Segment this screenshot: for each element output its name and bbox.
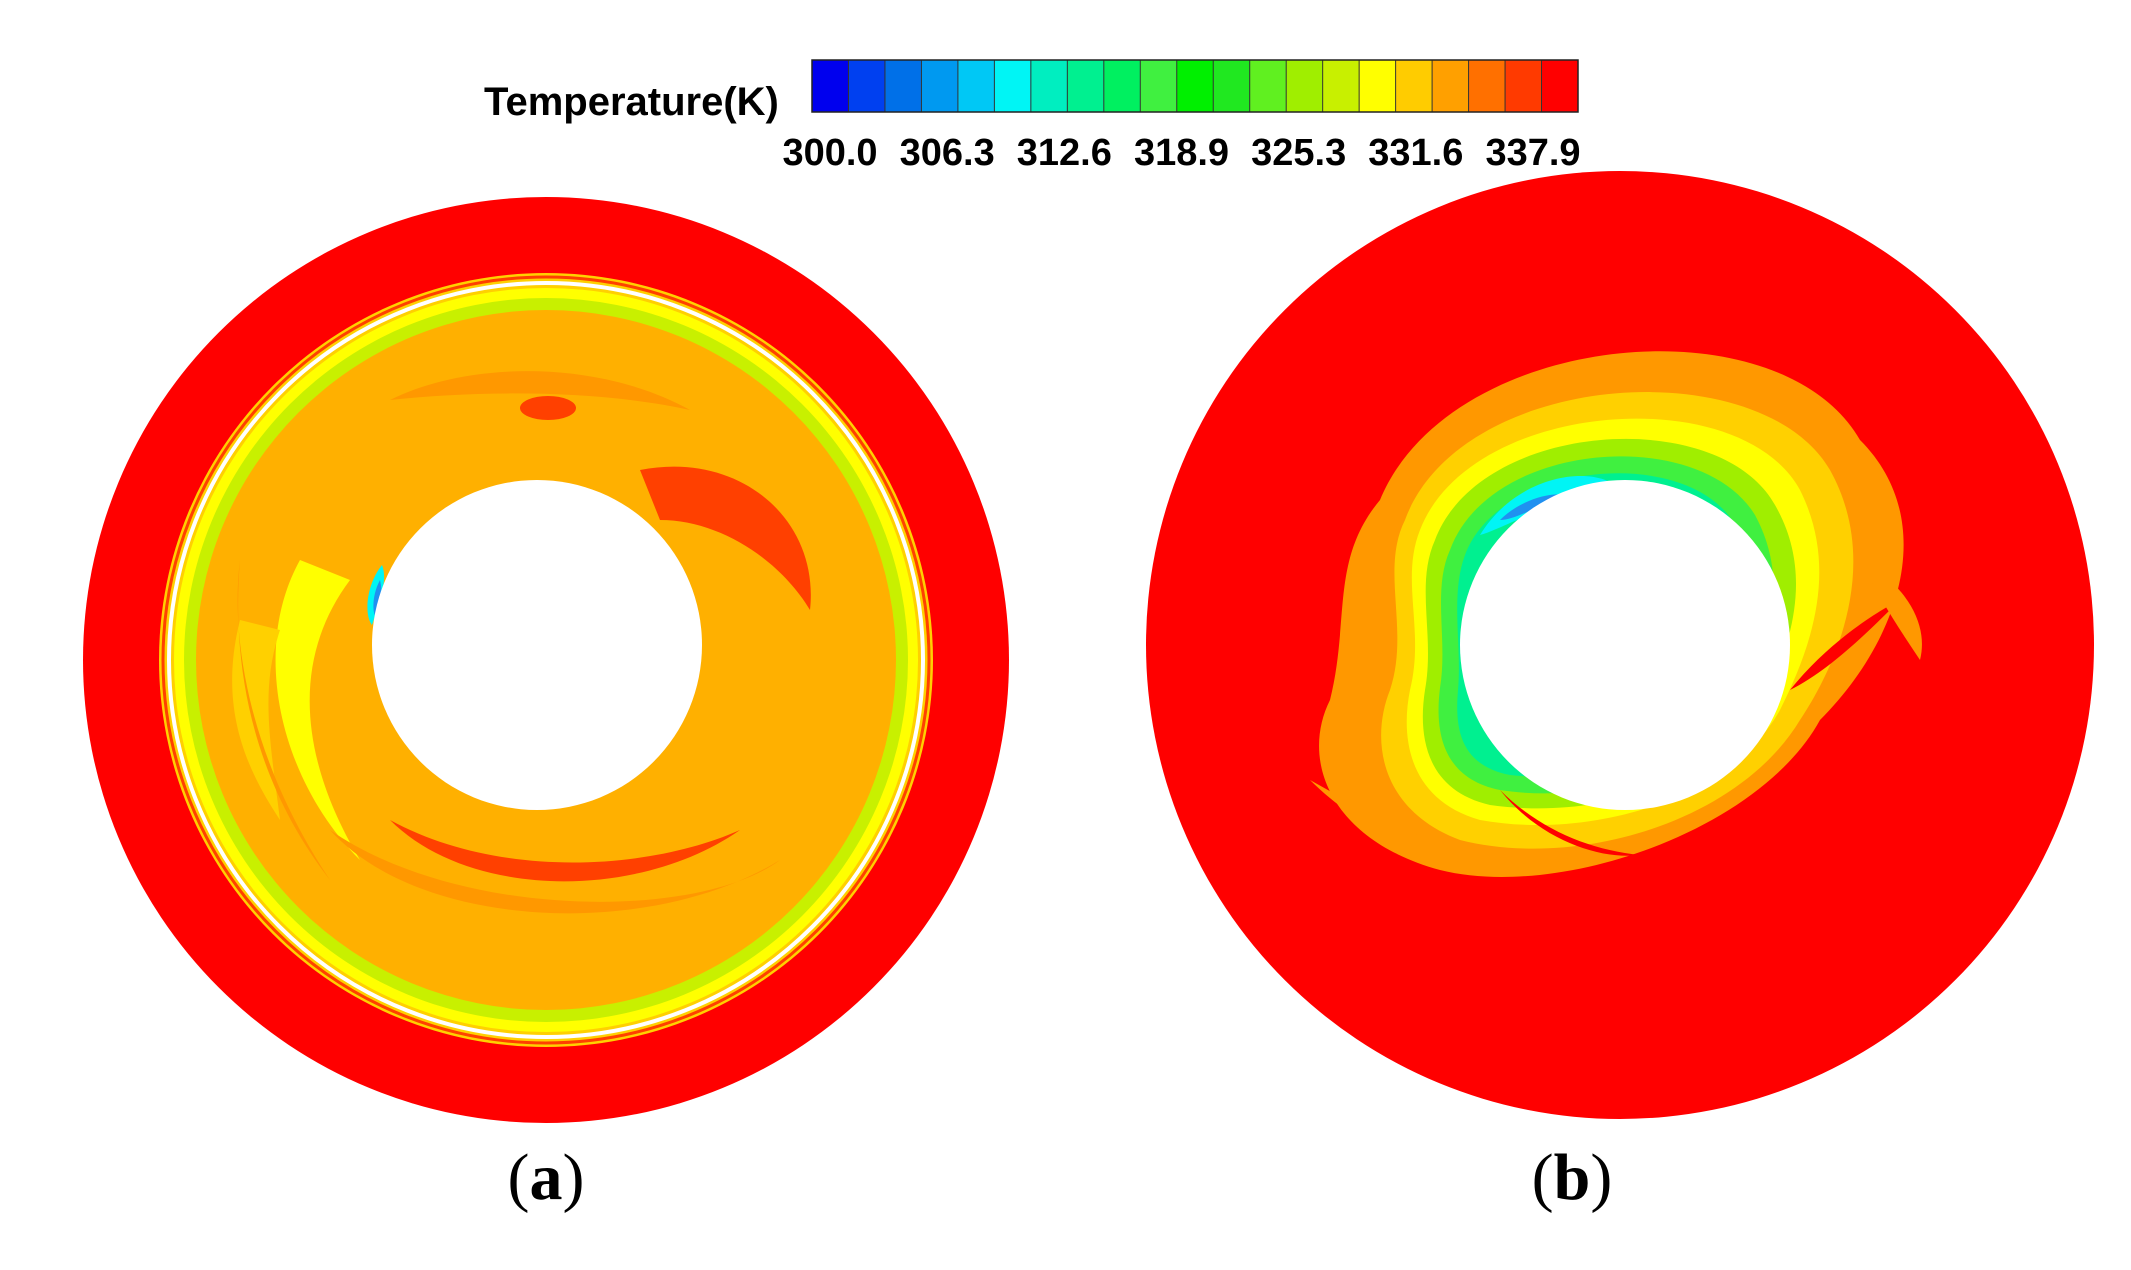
- panel-b-red-streak: [1500, 790, 1640, 856]
- colorbar-tick-label: 306.3: [899, 132, 995, 174]
- panel-b-label: (b): [1531, 1141, 1613, 1214]
- panel-a-cool-edge-left-blue: [373, 580, 382, 618]
- panel-a-orange-patch: [330, 830, 780, 914]
- panel-a-hot-upper-right: [640, 466, 811, 610]
- legend-title: Temperature(K): [484, 80, 779, 124]
- colorbar-tick-label: 318.9: [1133, 132, 1230, 174]
- panel-a-label: (a): [507, 1141, 585, 1214]
- panel-a-interface-ring-red: [161, 275, 931, 1045]
- panel-b-contour: [1146, 171, 2094, 1119]
- panel-a-red-spot: [520, 396, 576, 420]
- panel-a-interface-ring: [167, 281, 925, 1039]
- colorbar-tick-label: 300.0: [782, 132, 878, 174]
- panel-a-hot-lower: [390, 820, 740, 882]
- panel-a-inner-hole: [372, 480, 702, 810]
- panel-b-inner-hole: [1460, 480, 1790, 810]
- colorbar-tick-label: 312.6: [1016, 132, 1112, 174]
- colorbar-tick-label: 337.9: [1485, 132, 1581, 174]
- colorbar-tick-label: 325.3: [1251, 132, 1347, 174]
- panel-b-red-streak-right: [1790, 600, 1900, 690]
- panel-a-contour: [83, 197, 1009, 1123]
- panel-b-orange-tail-right: [1860, 560, 1922, 660]
- colorbar-tick-label: 331.6: [1368, 132, 1464, 174]
- panel-a-top-orange: [390, 371, 690, 410]
- panel-a-swirl-yellow: [275, 560, 360, 860]
